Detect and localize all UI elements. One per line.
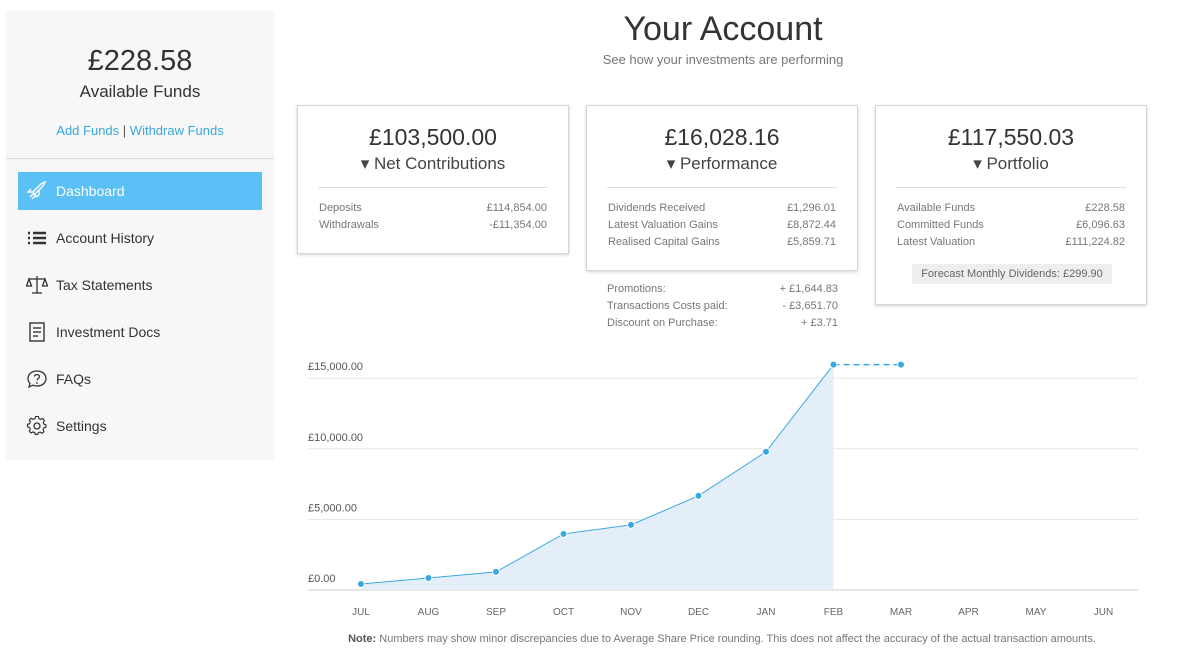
card: £16,028.16 ▾ Performance Dividends Receive… bbox=[586, 105, 858, 271]
faq-icon bbox=[27, 370, 47, 389]
document-icon bbox=[29, 322, 45, 342]
note-text: Numbers may show minor discrepancies due… bbox=[379, 633, 1096, 645]
row-label: Deposits bbox=[319, 202, 362, 214]
extra-row-value: + £3.71 bbox=[800, 317, 838, 329]
footnote: Note: Numbers may show minor discrepanci… bbox=[274, 633, 1170, 645]
y-tick-label: £10,000.00 bbox=[308, 432, 363, 444]
nav-item[interactable]: Account History bbox=[18, 219, 262, 257]
nav-label: Dashboard bbox=[56, 183, 125, 199]
nav-label: Investment Docs bbox=[56, 324, 161, 340]
x-tick-label: APR bbox=[958, 607, 979, 618]
card-label[interactable]: ▾ Net Contributions bbox=[360, 154, 506, 173]
card: £103,500.00 ▾ Net Contributions Deposits £1… bbox=[297, 105, 569, 254]
row-value: £114,854.00 bbox=[486, 202, 547, 214]
x-tick-label: JAN bbox=[757, 607, 776, 618]
add-funds-link[interactable]: Add Funds bbox=[56, 123, 120, 138]
withdraw-funds-link[interactable]: Withdraw Funds bbox=[129, 123, 224, 138]
gear-icon bbox=[26, 416, 47, 435]
fund-links: Add Funds | Withdraw Funds bbox=[6, 123, 274, 138]
divider bbox=[6, 158, 274, 159]
card-amount: £16,028.16 bbox=[664, 124, 780, 150]
row-value: -£11,354.00 bbox=[489, 219, 547, 231]
point bbox=[762, 447, 770, 456]
row-value: £1,296.01 bbox=[787, 202, 836, 214]
nav-label: Settings bbox=[56, 418, 107, 434]
x-tick-label: MAY bbox=[1026, 607, 1047, 618]
row-label: Realised Capital Gains bbox=[608, 236, 720, 248]
card-amount: £117,550.03 bbox=[947, 124, 1075, 150]
card-divider bbox=[896, 187, 1126, 188]
row-label: Latest Valuation bbox=[897, 236, 976, 248]
extra-row-value: - £3,651.70 bbox=[782, 300, 838, 312]
x-tick-label: JUN bbox=[1094, 607, 1113, 618]
x-tick-label: OCT bbox=[553, 607, 574, 618]
nav-label: FAQs bbox=[56, 371, 92, 387]
y-tick-label: £5,000.00 bbox=[308, 502, 357, 514]
row-label: Committed Funds bbox=[897, 219, 984, 231]
point bbox=[357, 579, 365, 588]
point bbox=[627, 520, 635, 529]
line bbox=[360, 364, 834, 585]
nav-item[interactable]: Dashboard bbox=[18, 172, 262, 210]
balance-label: Available Funds bbox=[79, 82, 201, 101]
card-label[interactable]: ▾ Performance bbox=[666, 154, 778, 173]
card-amount: £103,500.00 bbox=[369, 124, 497, 150]
x-tick-label: AUG bbox=[418, 607, 440, 618]
x-tick-label: FEB bbox=[824, 607, 844, 618]
nav-item[interactable]: Settings bbox=[18, 407, 262, 445]
link-separator: | bbox=[122, 123, 127, 138]
nav-item[interactable]: FAQs bbox=[18, 360, 262, 398]
x-tick-label: NOV bbox=[620, 607, 642, 618]
row-label: Available Funds bbox=[897, 202, 976, 214]
extra-row-value: + £1,644.83 bbox=[779, 283, 838, 295]
x-tick-label: DEC bbox=[688, 607, 709, 618]
row-value: £111,224.82 bbox=[1065, 236, 1125, 248]
row-value: £6,096.63 bbox=[1076, 219, 1125, 231]
extra-row-label: Promotions: bbox=[607, 283, 666, 295]
extra-row-label: Transactions Costs paid: bbox=[607, 300, 728, 312]
forecast-badge: Forecast Monthly Dividends: £299.90 bbox=[912, 264, 1112, 284]
point bbox=[559, 529, 568, 538]
row-label: Dividends Received bbox=[608, 202, 706, 214]
y-tick-label: £15,000.00 bbox=[308, 361, 363, 373]
card-label[interactable]: ▾ Portfolio bbox=[973, 154, 1049, 173]
point bbox=[492, 567, 500, 576]
card-divider bbox=[318, 187, 548, 188]
page-title: Your Account bbox=[623, 10, 823, 48]
extra-row-label: Discount on Purchase: bbox=[607, 317, 718, 329]
point bbox=[424, 573, 433, 582]
balance: £228.58 bbox=[87, 45, 193, 77]
row-label: Withdrawals bbox=[319, 219, 379, 231]
nav-item[interactable]: Investment Docs bbox=[18, 313, 262, 351]
page-subtitle: See how your investments are performing bbox=[602, 52, 844, 67]
card: £117,550.03 ▾ Portfolio Available Funds £22… bbox=[875, 105, 1147, 305]
point bbox=[694, 491, 703, 500]
rocket-icon bbox=[26, 181, 47, 200]
row-value: £8,872.44 bbox=[787, 219, 836, 231]
note-label: Note: bbox=[348, 633, 377, 645]
y-tick-label: £0.00 bbox=[308, 573, 336, 585]
nav-label: Account History bbox=[56, 230, 155, 246]
card-divider bbox=[607, 187, 837, 188]
scales-icon bbox=[26, 276, 48, 294]
nav-item[interactable]: Tax Statements bbox=[18, 266, 262, 304]
list-icon bbox=[28, 231, 46, 245]
row-value: £228.58 bbox=[1085, 202, 1125, 214]
x-tick-label: JUL bbox=[352, 607, 370, 618]
sidebar: £228.58 Available Funds Add Funds | With… bbox=[6, 11, 274, 460]
nav-label: Tax Statements bbox=[56, 277, 153, 293]
x-tick-label: SEP bbox=[486, 607, 506, 618]
row-label: Latest Valuation Gains bbox=[608, 219, 718, 231]
area bbox=[361, 364, 834, 590]
row-value: £5,859.71 bbox=[787, 236, 836, 248]
point bbox=[829, 360, 838, 369]
point bbox=[897, 360, 905, 369]
x-tick-label: MAR bbox=[890, 607, 912, 618]
